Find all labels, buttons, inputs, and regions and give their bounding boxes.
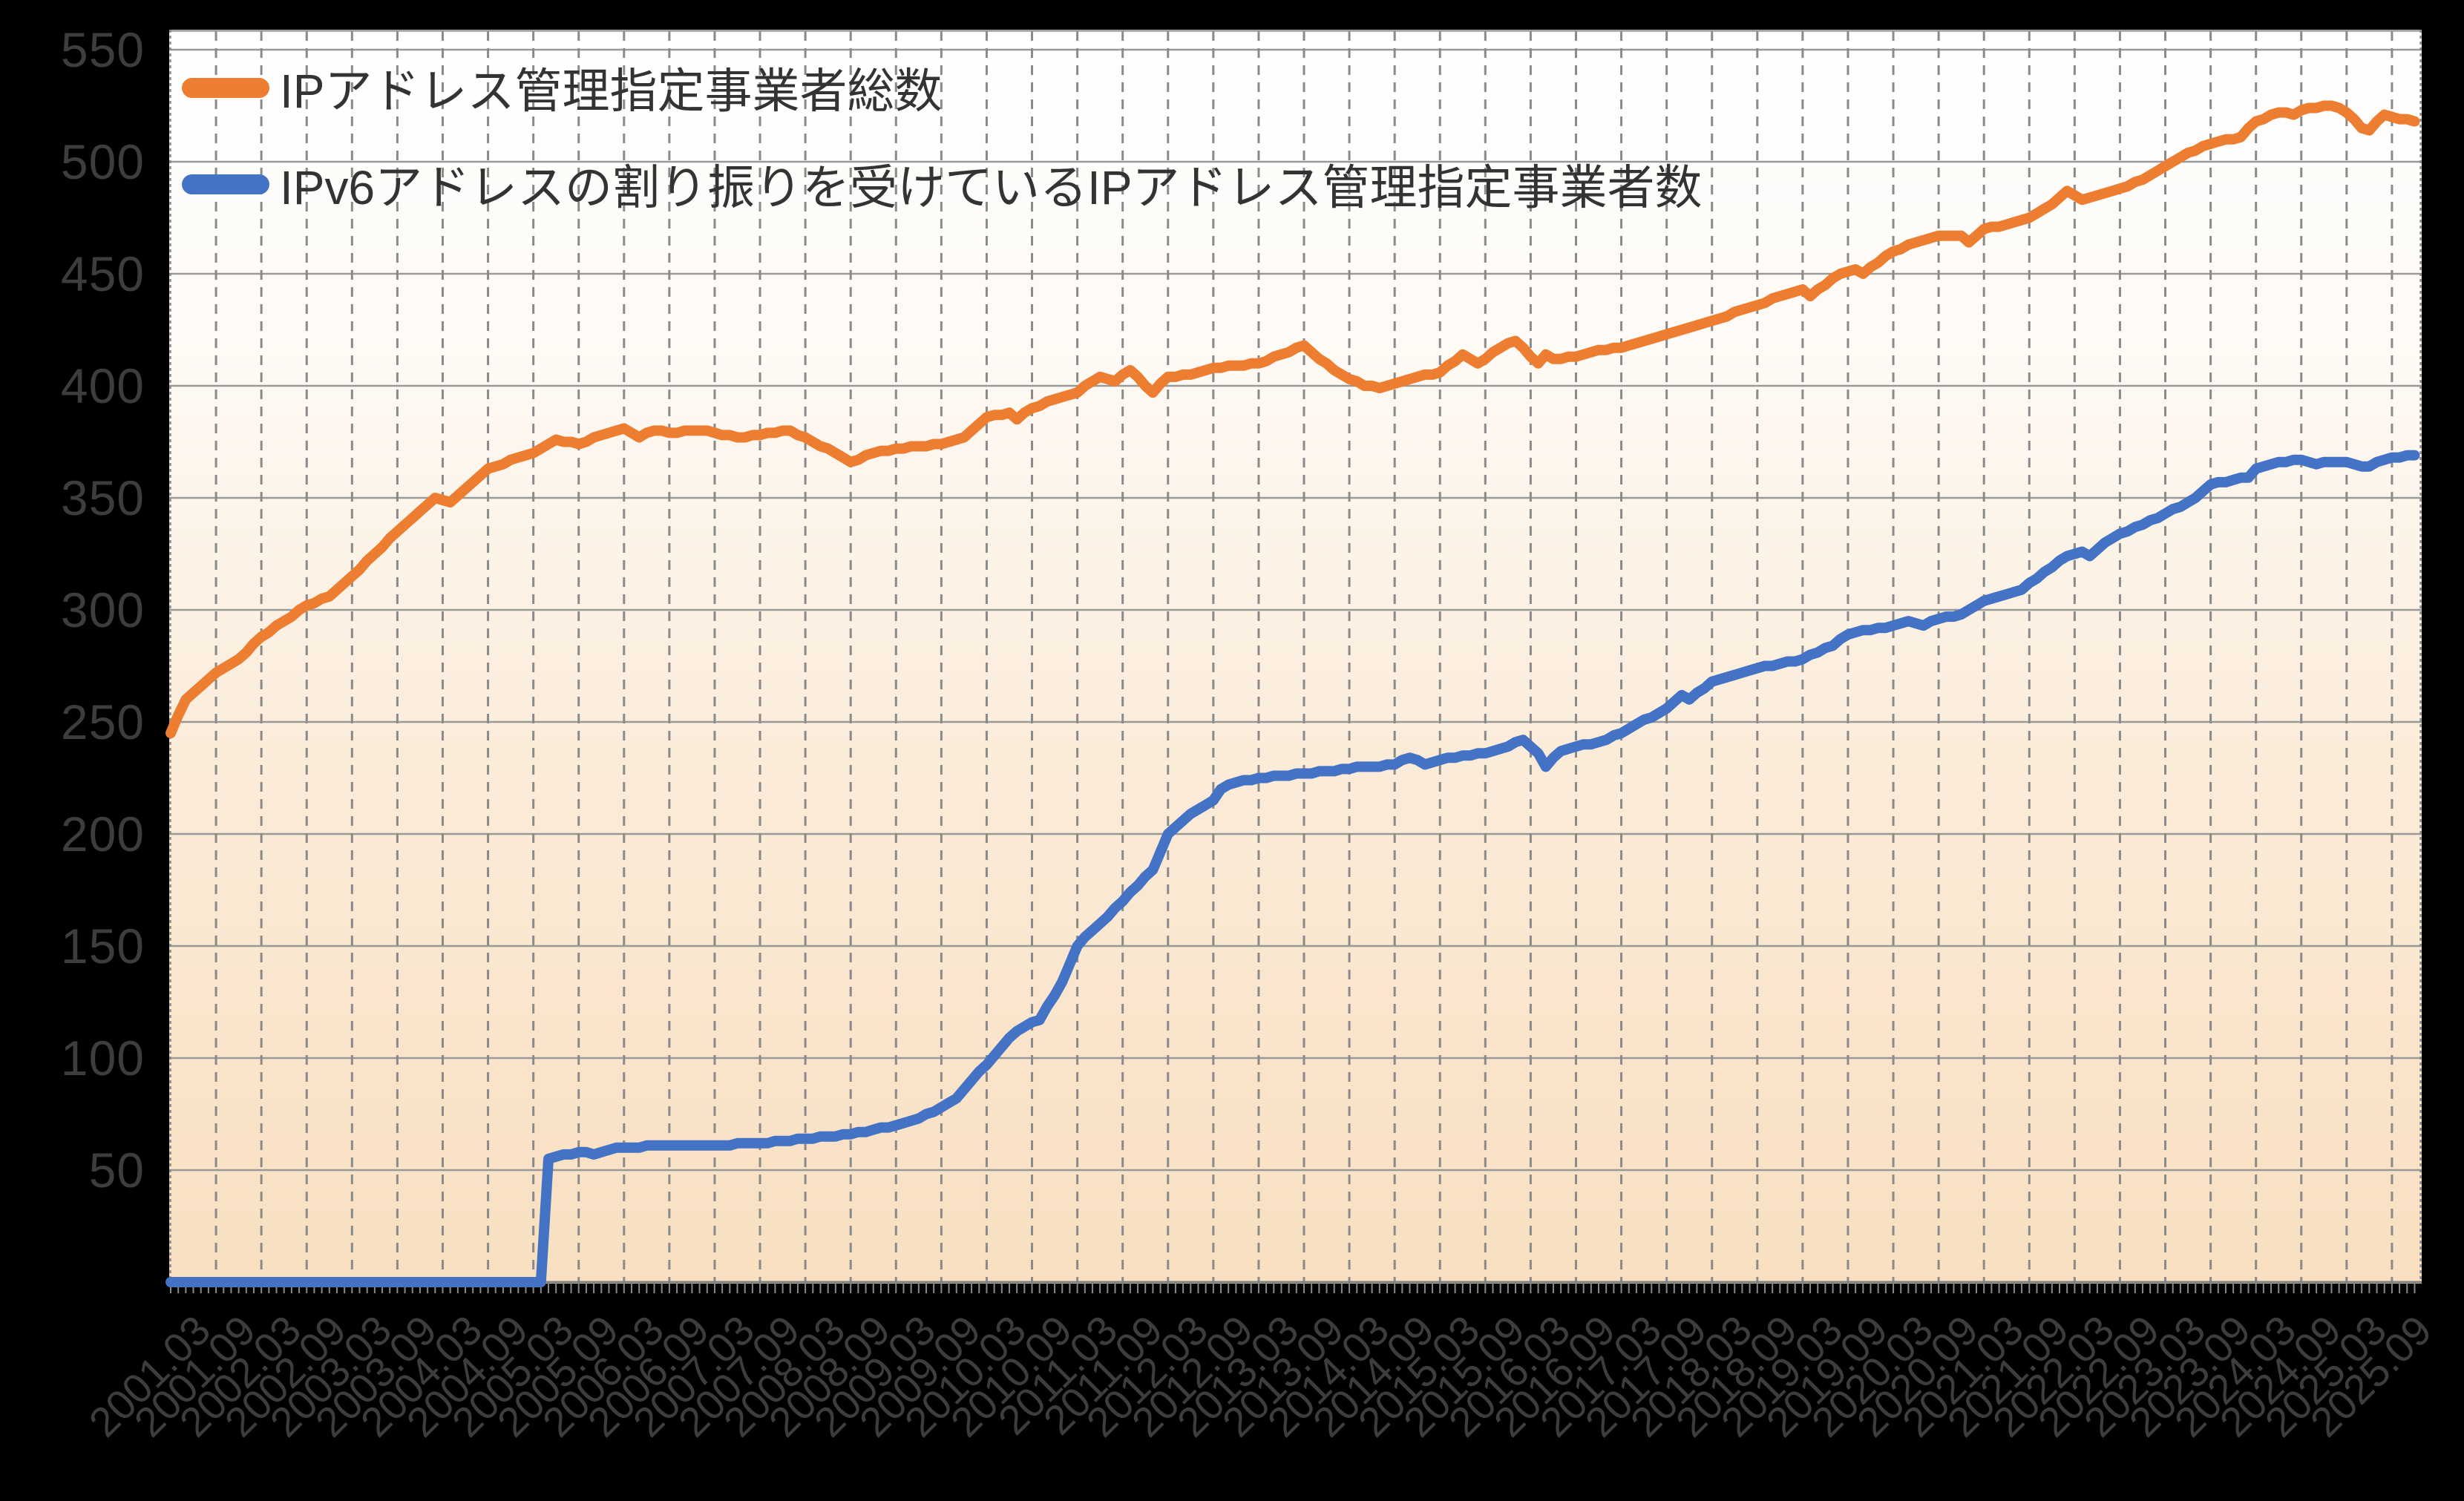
y-axis-label: 400 xyxy=(60,358,145,413)
series-line-total xyxy=(166,100,2420,739)
chart-plot xyxy=(166,30,2422,1293)
legend-item-ipv6: IPv6アドレスの割り振りを受けているIPアドレス管理指定事業者数 xyxy=(182,150,1703,218)
y-axis-label: 250 xyxy=(60,694,145,749)
y-axis-label: 100 xyxy=(60,1031,145,1085)
legend: IPアドレス管理指定事業者総数 IPv6アドレスの割り振りを受けているIPアドレ… xyxy=(182,53,1703,246)
legend-label-ipv6: IPv6アドレスの割り振りを受けているIPアドレス管理指定事業者数 xyxy=(280,161,1703,214)
legend-item-total: IPアドレス管理指定事業者総数 xyxy=(182,53,1703,122)
y-axis-label: 150 xyxy=(60,919,145,973)
y-axis-label: 500 xyxy=(60,134,145,189)
legend-label-total: IPアドレス管理指定事業者総数 xyxy=(280,65,943,118)
y-axis-label: 550 xyxy=(60,22,145,77)
y-axis-label: 450 xyxy=(60,246,145,301)
plot-background xyxy=(169,30,2422,1284)
y-axis-label: 200 xyxy=(60,807,145,861)
legend-swatch-total-icon xyxy=(182,77,269,98)
legend-swatch-ipv6-icon xyxy=(182,174,269,194)
y-axis-label: 300 xyxy=(60,582,145,637)
series-line-ipv6 xyxy=(166,450,2420,1287)
y-axis-label: 50 xyxy=(88,1143,145,1198)
y-axis-label: 350 xyxy=(60,470,145,525)
